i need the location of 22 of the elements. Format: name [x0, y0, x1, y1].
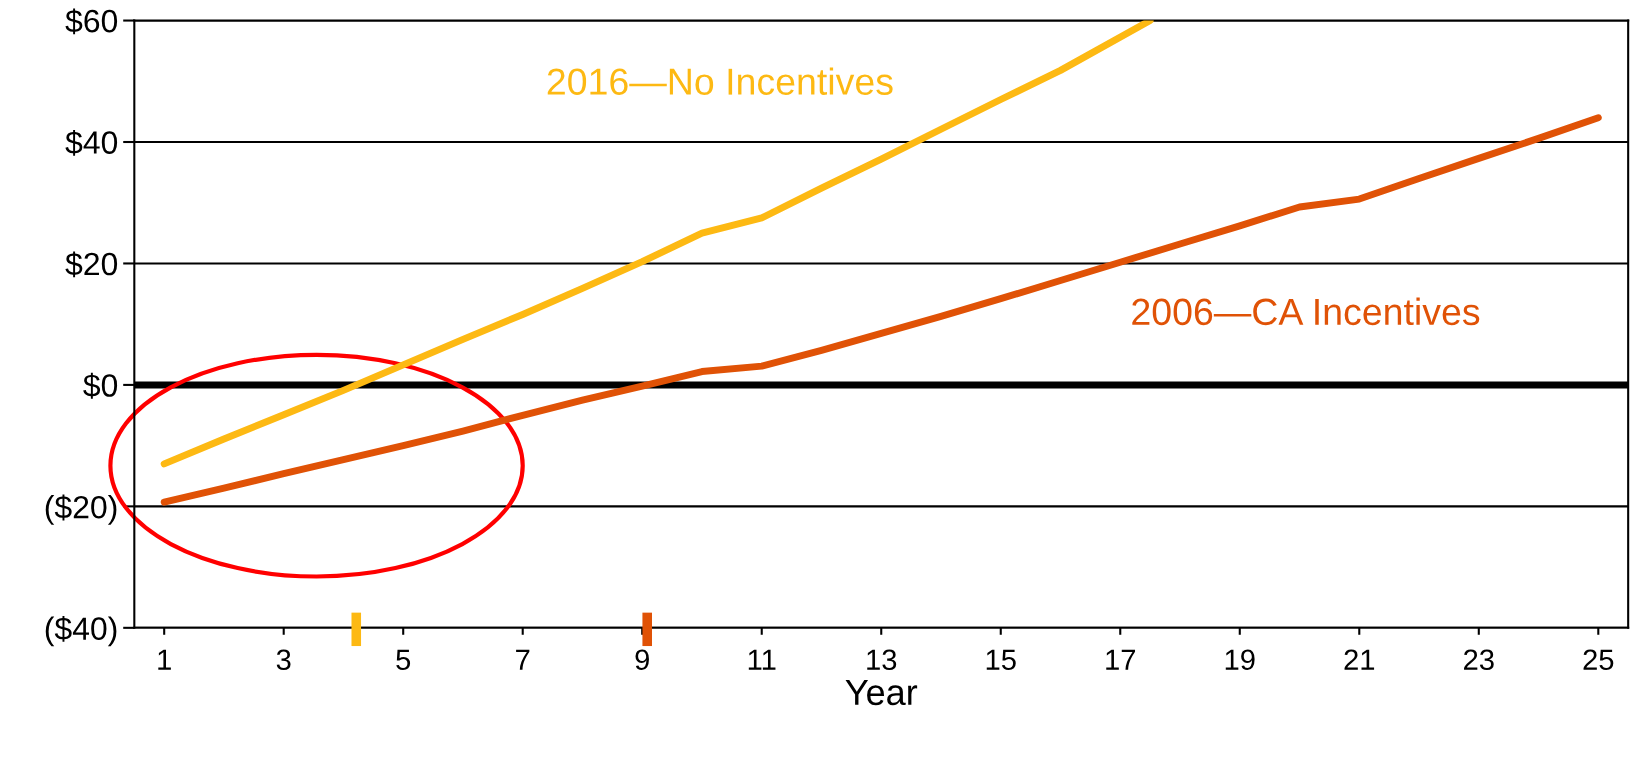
x-tick-label: 19 — [1225, 649, 1255, 671]
x-tick-label: 13 — [867, 649, 897, 671]
x-tick-label: 11 — [748, 649, 776, 670]
y-tick-label: $60 — [65, 8, 118, 35]
y-tick-label: ($40) — [45, 615, 117, 647]
x-tick-label: 21 — [1344, 649, 1375, 670]
x-tick-label: 1 — [158, 649, 171, 670]
y-tick-label: $40 — [65, 129, 118, 156]
x-tick-label: 25 — [1583, 649, 1614, 671]
x-tick-label: 5 — [396, 649, 411, 671]
x-tick-label: 15 — [986, 649, 1016, 671]
series-label: 2006—CA Incentives — [1132, 297, 1480, 326]
x-tick-label: 3 — [276, 649, 291, 671]
y-tick-label: ($20) — [45, 494, 117, 525]
series-label: 2016—No Incentives — [547, 67, 893, 95]
x-axis-title: Year — [845, 679, 918, 706]
y-tick-label: $20 — [65, 251, 118, 278]
x-tick-label: 23 — [1464, 649, 1494, 671]
x-tick-label: 7 — [516, 649, 530, 670]
x-tick-label: 9 — [635, 649, 649, 671]
x-tick-label: 17 — [1106, 649, 1136, 670]
y-tick-label: $0 — [83, 372, 118, 399]
